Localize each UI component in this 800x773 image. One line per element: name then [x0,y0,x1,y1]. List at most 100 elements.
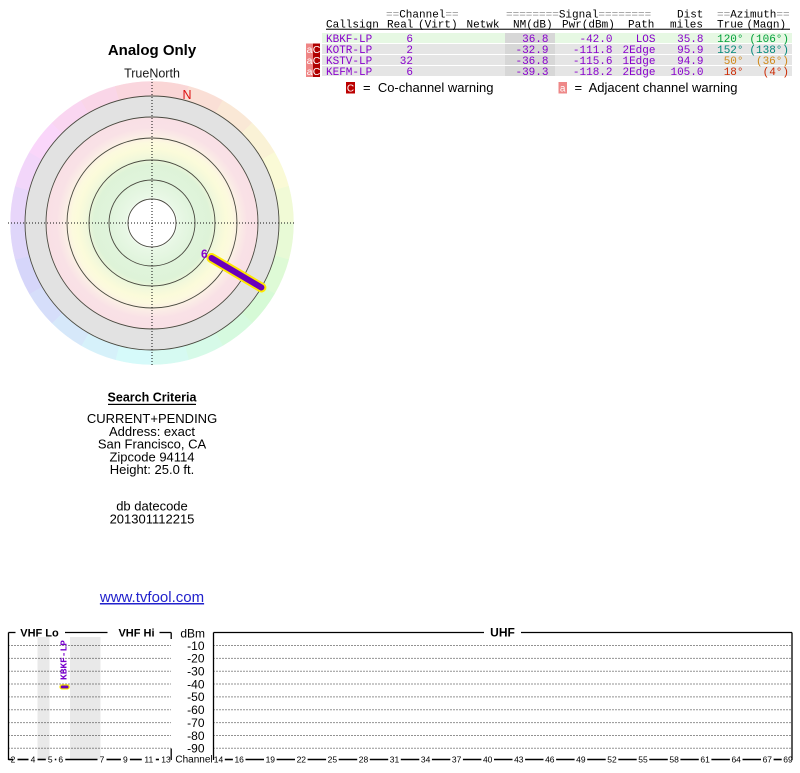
svg-text:(106°): (106°) [749,34,789,46]
svg-text:16: 16 [234,754,244,764]
svg-text:31: 31 [390,754,400,764]
svg-text:-90: -90 [187,742,205,756]
svg-text:= Adjacent channel warning: = Adjacent channel warning [575,80,738,95]
svg-text:KBKF-LP: KBKF-LP [59,640,70,680]
svg-text:13: 13 [161,754,171,764]
svg-text:36.8: 36.8 [522,34,548,46]
svg-text:95.9: 95.9 [677,45,703,57]
svg-text:Height: 25.0 ft.: Height: 25.0 ft. [110,462,195,477]
svg-text:58: 58 [669,754,679,764]
svg-text:miles: miles [670,20,703,32]
svg-text:6: 6 [201,247,208,261]
svg-text:1Edge: 1Edge [622,56,655,68]
svg-text:22: 22 [297,754,307,764]
svg-text:46: 46 [545,754,555,764]
svg-text:120°: 120° [717,34,743,46]
svg-text:C: C [313,66,321,78]
svg-text:db datecode: db datecode [116,499,188,514]
svg-text:UHF: UHF [490,625,515,639]
svg-text:28: 28 [359,754,369,764]
svg-text:San Francisco, CA: San Francisco, CA [98,437,207,452]
svg-text:==Channel==: ==Channel== [386,10,459,22]
svg-text:Analog Only: Analog Only [108,42,197,59]
svg-text:14: 14 [214,754,224,764]
svg-text:Address: exact: Address: exact [109,424,195,439]
svg-text:-50: -50 [187,690,205,704]
svg-text:61: 61 [700,754,710,764]
svg-text:2: 2 [11,754,16,764]
svg-text:55: 55 [638,754,648,764]
svg-text:-70: -70 [187,716,205,730]
svg-text:5: 5 [48,754,53,764]
svg-text:9: 9 [123,754,128,764]
svg-text:CURRENT+PENDING: CURRENT+PENDING [87,411,217,426]
svg-text:Path: Path [628,20,654,32]
svg-text:49: 49 [576,754,586,764]
svg-text:35.8: 35.8 [677,34,703,46]
svg-text:KSTV-LP: KSTV-LP [326,56,373,68]
svg-text:a: a [560,84,566,95]
svg-text:(4°): (4°) [763,67,789,79]
svg-text:www.tvfool.com: www.tvfool.com [99,589,204,606]
svg-text:KOTR-LP: KOTR-LP [326,45,373,57]
svg-text:-10: -10 [187,639,205,653]
svg-text:152°: 152° [717,45,743,57]
svg-text:32: 32 [400,56,413,68]
svg-text:52: 52 [607,754,617,764]
svg-text:= Co-channel warning: = Co-channel warning [363,80,493,95]
svg-text:-80: -80 [187,729,205,743]
svg-text:94.9: 94.9 [677,56,703,68]
svg-text:Real: Real [387,20,413,32]
svg-text:201301112215: 201301112215 [110,511,195,526]
svg-text:19: 19 [266,754,276,764]
svg-text:69: 69 [783,754,793,764]
svg-text:C: C [313,44,321,56]
svg-text:34: 34 [421,754,431,764]
svg-text:(Virt): (Virt) [418,20,458,32]
svg-text:2Edge: 2Edge [622,67,655,79]
svg-text:-40: -40 [187,677,205,691]
svg-text:-111.8: -111.8 [573,45,613,57]
svg-text:Netwk: Netwk [467,20,500,32]
svg-text:a: a [307,55,313,67]
svg-text:37: 37 [452,754,462,764]
svg-text:Search Criteria: Search Criteria [108,391,198,405]
svg-text:True: True [717,20,743,32]
svg-text:-20: -20 [187,652,205,666]
svg-text:KEFM-LP: KEFM-LP [326,67,373,79]
svg-text:6: 6 [406,67,413,79]
svg-text:4: 4 [31,754,36,764]
svg-text:(Magn): (Magn) [747,20,787,32]
svg-text:-115.6: -115.6 [573,56,613,68]
svg-text:67: 67 [763,754,773,764]
svg-text:2: 2 [406,45,413,57]
svg-text:Pwr(dBm): Pwr(dBm) [562,20,615,32]
svg-text:6: 6 [58,754,63,764]
svg-text:64: 64 [731,754,741,764]
svg-text:KBKF-LP: KBKF-LP [326,34,373,46]
svg-text:43: 43 [514,754,524,764]
svg-text:a: a [307,66,313,78]
svg-text:18°: 18° [724,67,744,79]
svg-text:50°: 50° [724,56,744,68]
svg-text:VHF Lo: VHF Lo [20,627,59,639]
svg-text:NM(dB): NM(dB) [513,20,553,32]
svg-text:7: 7 [100,754,105,764]
svg-text:N: N [183,88,192,102]
svg-text:25: 25 [328,754,338,764]
svg-text:6: 6 [406,34,413,46]
svg-text:-30: -30 [187,665,205,679]
svg-text:a: a [307,44,313,56]
svg-text:C: C [347,84,354,95]
svg-text:C: C [313,55,321,67]
svg-text:(138°): (138°) [749,45,789,57]
svg-text:-60: -60 [187,703,205,717]
svg-text:TrueNorth: TrueNorth [124,67,180,81]
svg-text:11: 11 [144,754,153,764]
svg-text:-42.0: -42.0 [579,34,612,46]
svg-text:Callsign: Callsign [326,20,379,32]
svg-text:Zipcode 94114: Zipcode 94114 [109,449,194,464]
svg-text:dBm: dBm [180,627,205,641]
svg-text:105.0: 105.0 [670,67,703,79]
svg-text:========Signal========: ========Signal======== [506,10,651,22]
